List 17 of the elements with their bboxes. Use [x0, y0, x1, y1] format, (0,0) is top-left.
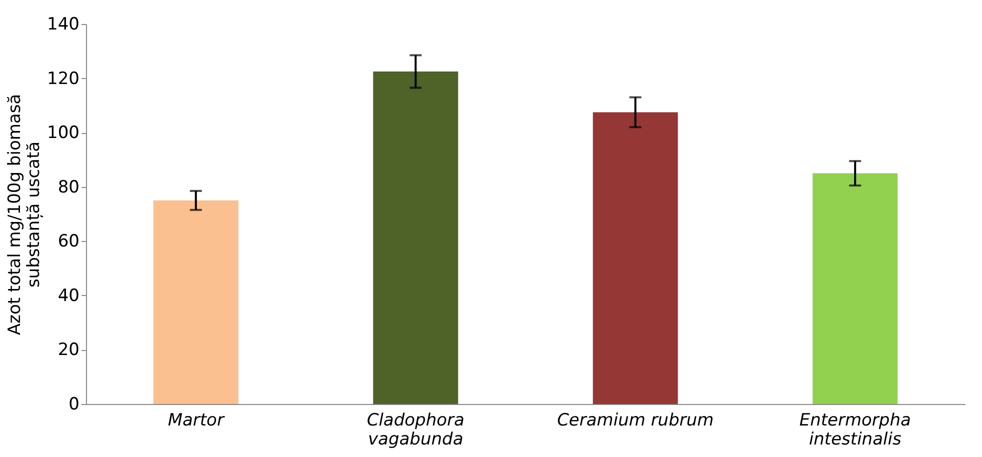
y-tick-label: 0 [68, 394, 80, 414]
y-tick-label: 140 [47, 14, 80, 34]
y-tick-label: 20 [58, 340, 80, 360]
y-tick-label: 100 [47, 123, 80, 144]
y-tick-label: 80 [58, 177, 80, 198]
x-tick-label: Cladophora vagabunda [366, 410, 464, 450]
bar [592, 112, 678, 404]
y-tick-label: 60 [58, 232, 80, 252]
bar [812, 173, 898, 404]
y-tick-label: 120 [47, 68, 80, 89]
y-tick-label: 40 [58, 286, 80, 306]
bar [373, 72, 458, 404]
x-tick-label: Ceramium rubrum [557, 410, 714, 430]
x-tick-label: Entermorpha intestinalis [799, 410, 911, 450]
y-axis-title: Azot total mg/100g biomasă substanță uscată [5, 94, 44, 336]
bar [153, 200, 238, 404]
x-tick-label: Martor [168, 410, 225, 430]
